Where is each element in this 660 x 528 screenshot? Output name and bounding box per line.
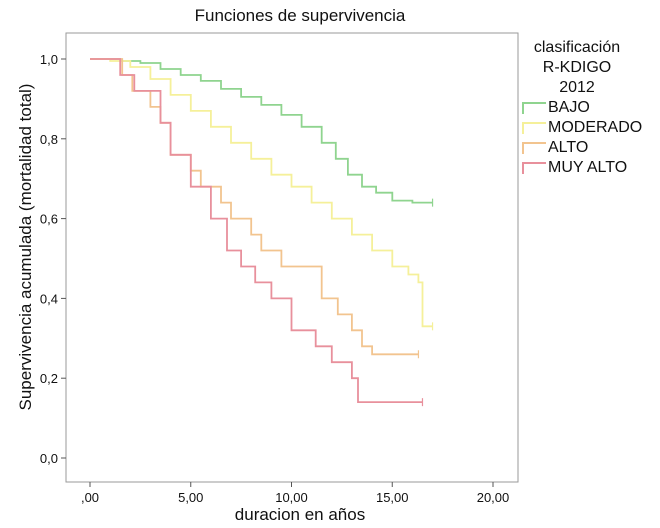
legend-label-bajo: BAJO: [548, 99, 590, 116]
legend-item-moderado: MODERADO: [522, 118, 642, 138]
legend-swatch-muy-alto: [522, 162, 546, 174]
legend-title-line-1: clasificación: [533, 39, 621, 56]
y-tick-label: 0,8: [40, 132, 58, 147]
y-tick-label: 0,4: [40, 291, 58, 306]
x-tick-label: 15,00: [376, 490, 409, 505]
legend-item-alto: ALTO: [522, 138, 642, 158]
legend-label-muy-alto: MUY ALTO: [548, 159, 628, 176]
legend-swatch-alto: [522, 142, 546, 154]
legend-title-line-2: R-KDIGO: [542, 59, 612, 76]
x-tick-label: 10,00: [275, 490, 308, 505]
chart-title: Funciones de supervivencia: [194, 6, 406, 25]
legend-swatch-moderado: [522, 122, 546, 134]
y-axis-label: Supervivencia acumulada (mortalidad tota…: [16, 83, 35, 411]
series-line-muy-alto: [90, 58, 423, 403]
x-axis-label: duracion en años: [234, 505, 366, 524]
plot-frame: [65, 32, 519, 483]
y-tick-label: 0,0: [40, 451, 58, 466]
legend-item-bajo: BAJO: [522, 98, 642, 118]
y-tick-label: 1,0: [40, 52, 58, 67]
x-tick-label: 5,00: [178, 490, 203, 505]
series-line-bajo: [90, 58, 433, 204]
x-tick-label: 20,00: [477, 490, 510, 505]
legend-swatch-bajo: [522, 102, 546, 114]
y-tick-label: 0,2: [40, 371, 58, 386]
legend-title-line-3: 2012: [559, 79, 595, 96]
legend: clasificación R-KDIGO 2012 BAJO MODERADO…: [522, 38, 642, 178]
y-tick-label: 0,6: [40, 212, 58, 227]
legend-item-muy-alto: MUY ALTO: [522, 158, 642, 178]
series-line-moderado: [90, 58, 433, 328]
legend-label-alto: ALTO: [548, 139, 589, 156]
x-tick-label: ,00: [81, 490, 99, 505]
legend-label-moderado: MODERADO: [548, 119, 643, 136]
